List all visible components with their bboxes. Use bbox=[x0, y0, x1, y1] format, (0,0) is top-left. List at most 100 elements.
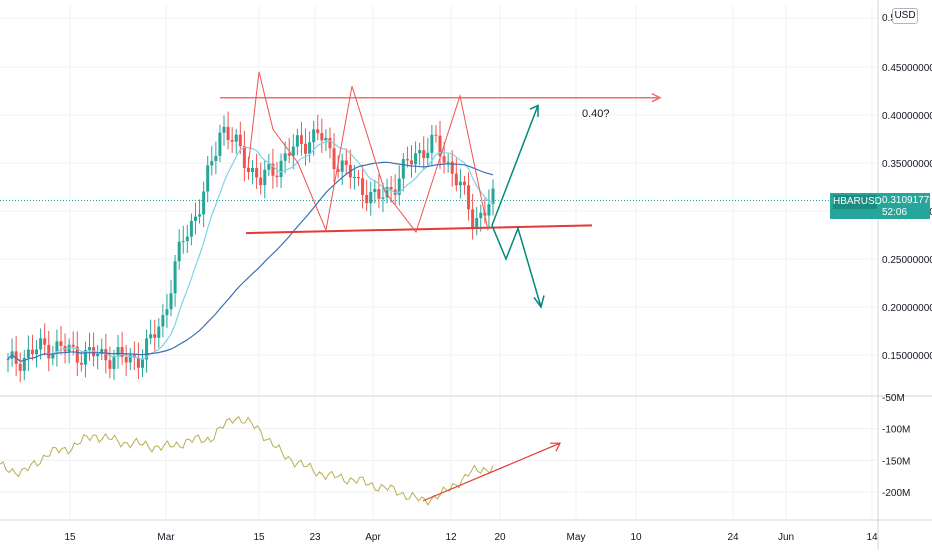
candle-body bbox=[185, 236, 189, 242]
time-tick-label: Jun bbox=[778, 532, 794, 543]
candle-body bbox=[438, 135, 442, 157]
candle-body bbox=[198, 214, 202, 217]
candle-body bbox=[458, 181, 462, 186]
candle-body bbox=[177, 241, 181, 262]
candle-body bbox=[267, 163, 271, 170]
candle-body bbox=[112, 356, 116, 369]
price-tick-label: 0.45000000 bbox=[882, 63, 932, 74]
candle-body bbox=[26, 349, 30, 358]
candle-body bbox=[108, 360, 112, 369]
candle-body bbox=[377, 188, 381, 199]
candle-body bbox=[255, 167, 259, 178]
obv-tick-label: -200M bbox=[882, 488, 910, 499]
currency-badge[interactable]: USD bbox=[892, 8, 918, 24]
support-line bbox=[245, 224, 593, 235]
candle-body bbox=[340, 160, 344, 172]
price-tick-label: 0.20000000 bbox=[882, 303, 932, 314]
candle-body bbox=[369, 191, 373, 204]
candle-body bbox=[43, 338, 47, 345]
candle-body bbox=[222, 126, 226, 133]
candle-body bbox=[304, 143, 308, 154]
candle-body bbox=[401, 159, 405, 179]
time-tick-label: Mar bbox=[157, 532, 175, 543]
candle-body bbox=[35, 349, 39, 355]
obv-tick-label: -100M bbox=[882, 425, 910, 436]
candle-body bbox=[165, 309, 169, 316]
candle-body bbox=[328, 137, 332, 149]
candle-body bbox=[414, 153, 418, 165]
candle-body bbox=[104, 349, 108, 361]
currency-label: USD bbox=[894, 10, 916, 21]
candle-body bbox=[145, 338, 149, 360]
candle-body bbox=[214, 155, 218, 162]
candle-body bbox=[39, 338, 43, 350]
bullish-arrowhead bbox=[529, 104, 539, 117]
candle-body bbox=[83, 350, 87, 365]
candle-body bbox=[409, 160, 413, 165]
last-price-tag: HBARUSD 0.31091773 52:06 bbox=[830, 193, 932, 219]
candle-body bbox=[246, 167, 250, 173]
candle-body bbox=[242, 146, 246, 168]
candle-body bbox=[467, 185, 471, 210]
candle-body bbox=[226, 126, 230, 140]
ma-fast-line bbox=[7, 140, 494, 362]
candle-body bbox=[475, 218, 479, 228]
candle-body bbox=[479, 212, 483, 219]
candle-body bbox=[446, 161, 450, 163]
ma-slow-line bbox=[7, 161, 494, 362]
bearish-projection-arrow bbox=[491, 225, 542, 308]
candle-body bbox=[352, 176, 356, 178]
pattern-zigzag bbox=[247, 71, 489, 234]
candle-body bbox=[230, 139, 234, 142]
candle-body bbox=[336, 169, 340, 172]
price-tick-label: 0.5 bbox=[882, 13, 896, 24]
candle-body bbox=[442, 156, 446, 163]
candle-body bbox=[128, 354, 132, 363]
candle-body bbox=[332, 148, 336, 170]
candles-group bbox=[6, 111, 495, 383]
candle-body bbox=[153, 334, 157, 338]
candle-body bbox=[491, 188, 495, 205]
candle-body bbox=[59, 341, 63, 347]
candle-body bbox=[430, 134, 434, 153]
candle-body bbox=[161, 315, 165, 327]
candle-body bbox=[324, 137, 328, 141]
obv-tick-label: -150M bbox=[882, 456, 910, 467]
candle-body bbox=[373, 188, 377, 192]
candle-body bbox=[51, 353, 55, 359]
candle-body bbox=[462, 181, 466, 186]
candle-body bbox=[22, 357, 26, 371]
candle-body bbox=[120, 347, 124, 358]
candle-body bbox=[357, 176, 361, 179]
candle-body bbox=[381, 197, 385, 199]
candle-body bbox=[75, 346, 79, 363]
candle-body bbox=[295, 135, 299, 147]
time-tick-label: 12 bbox=[445, 532, 457, 543]
candle-body bbox=[157, 326, 161, 338]
candle-body bbox=[55, 341, 59, 354]
candle-body bbox=[218, 132, 222, 156]
candle-body bbox=[291, 146, 295, 156]
candle-body bbox=[210, 161, 214, 166]
candle-body bbox=[271, 163, 275, 176]
candle-body bbox=[365, 194, 369, 204]
candle-body bbox=[88, 347, 92, 351]
candle-body bbox=[18, 363, 22, 371]
time-tick-label: 23 bbox=[309, 532, 321, 543]
obv-line bbox=[0, 415, 494, 506]
candle-body bbox=[169, 293, 173, 310]
candle-body bbox=[418, 150, 422, 154]
candle-body bbox=[149, 334, 153, 339]
candle-body bbox=[140, 359, 144, 368]
price-tick-label: 0.15000000 bbox=[882, 351, 932, 362]
symbol-label: HBARUSD bbox=[833, 195, 882, 209]
candle-body bbox=[71, 344, 75, 347]
candle-body bbox=[181, 241, 185, 243]
candle-body bbox=[234, 134, 238, 142]
candle-body bbox=[426, 152, 430, 159]
candle-body bbox=[100, 349, 104, 354]
candle-body bbox=[6, 358, 10, 360]
candle-body bbox=[344, 160, 348, 165]
time-tick-label: 24 bbox=[727, 532, 739, 543]
